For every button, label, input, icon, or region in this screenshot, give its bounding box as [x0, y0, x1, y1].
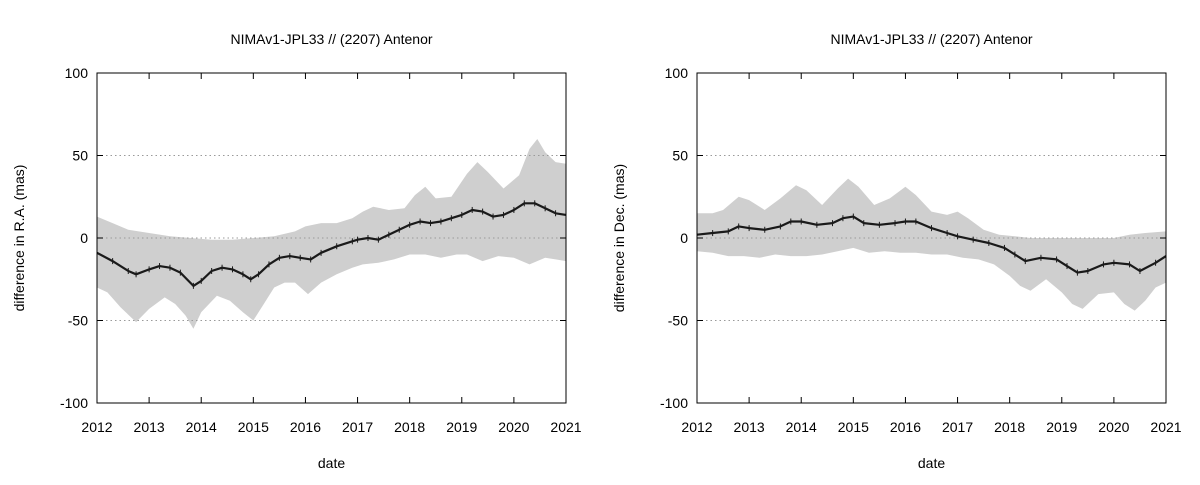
- x-tick-label: 2020: [498, 419, 529, 435]
- x-tick-label: 2016: [890, 419, 921, 435]
- x-tick-label: 2018: [994, 419, 1025, 435]
- x-tick-label: 2021: [1150, 419, 1181, 435]
- y-tick-label: -50: [668, 313, 688, 329]
- x-tick-label: 2016: [290, 419, 321, 435]
- x-axis-label: date: [318, 455, 345, 471]
- x-tick-label: 2017: [342, 419, 373, 435]
- ra-difference-chart: -100 -50 0 50 100 2012 2013 2014 2015 2016 2017 201…: [11, 31, 582, 471]
- dec-difference-chart: -100 -50 0 50 100 2012 2013 2014 2015 2016 2017 201…: [611, 31, 1182, 471]
- y-tick-label: 50: [72, 148, 88, 164]
- x-tick-label: 2013: [734, 419, 765, 435]
- chart-title: NIMAv1-JPL33 // (2207) Antenor: [830, 31, 1032, 47]
- x-tick-label: 2019: [1046, 419, 1077, 435]
- x-tick-label: 2015: [238, 419, 269, 435]
- chart-title: NIMAv1-JPL33 // (2207) Antenor: [230, 31, 432, 47]
- x-tick-label: 2017: [942, 419, 973, 435]
- x-tick-label: 2020: [1098, 419, 1129, 435]
- y-tick-label: 100: [65, 65, 89, 81]
- x-tick-label: 2021: [550, 419, 581, 435]
- x-tick-label: 2014: [786, 419, 817, 435]
- x-tick-label: 2014: [186, 419, 217, 435]
- y-tick-label: -100: [60, 395, 88, 411]
- y-axis-label: difference in Dec. (mas): [611, 164, 627, 312]
- x-tick-label: 2015: [838, 419, 869, 435]
- x-tick-label: 2018: [394, 419, 425, 435]
- y-tick-label: -50: [68, 313, 88, 329]
- x-axis-label: date: [918, 455, 945, 471]
- y-tick-label: 0: [80, 230, 88, 246]
- y-tick-label: 0: [680, 230, 688, 246]
- x-tick-label: 2013: [134, 419, 165, 435]
- x-tick-label: 2012: [81, 419, 112, 435]
- y-axis-label: difference in R.A. (mas): [11, 165, 27, 312]
- y-tick-label: -100: [660, 395, 688, 411]
- y-tick-label: 100: [665, 65, 689, 81]
- uncertainty-band: [97, 139, 566, 329]
- x-tick-label: 2012: [681, 419, 712, 435]
- x-tick-label: 2019: [446, 419, 477, 435]
- uncertainty-band: [697, 178, 1166, 311]
- y-tick-label: 50: [672, 148, 688, 164]
